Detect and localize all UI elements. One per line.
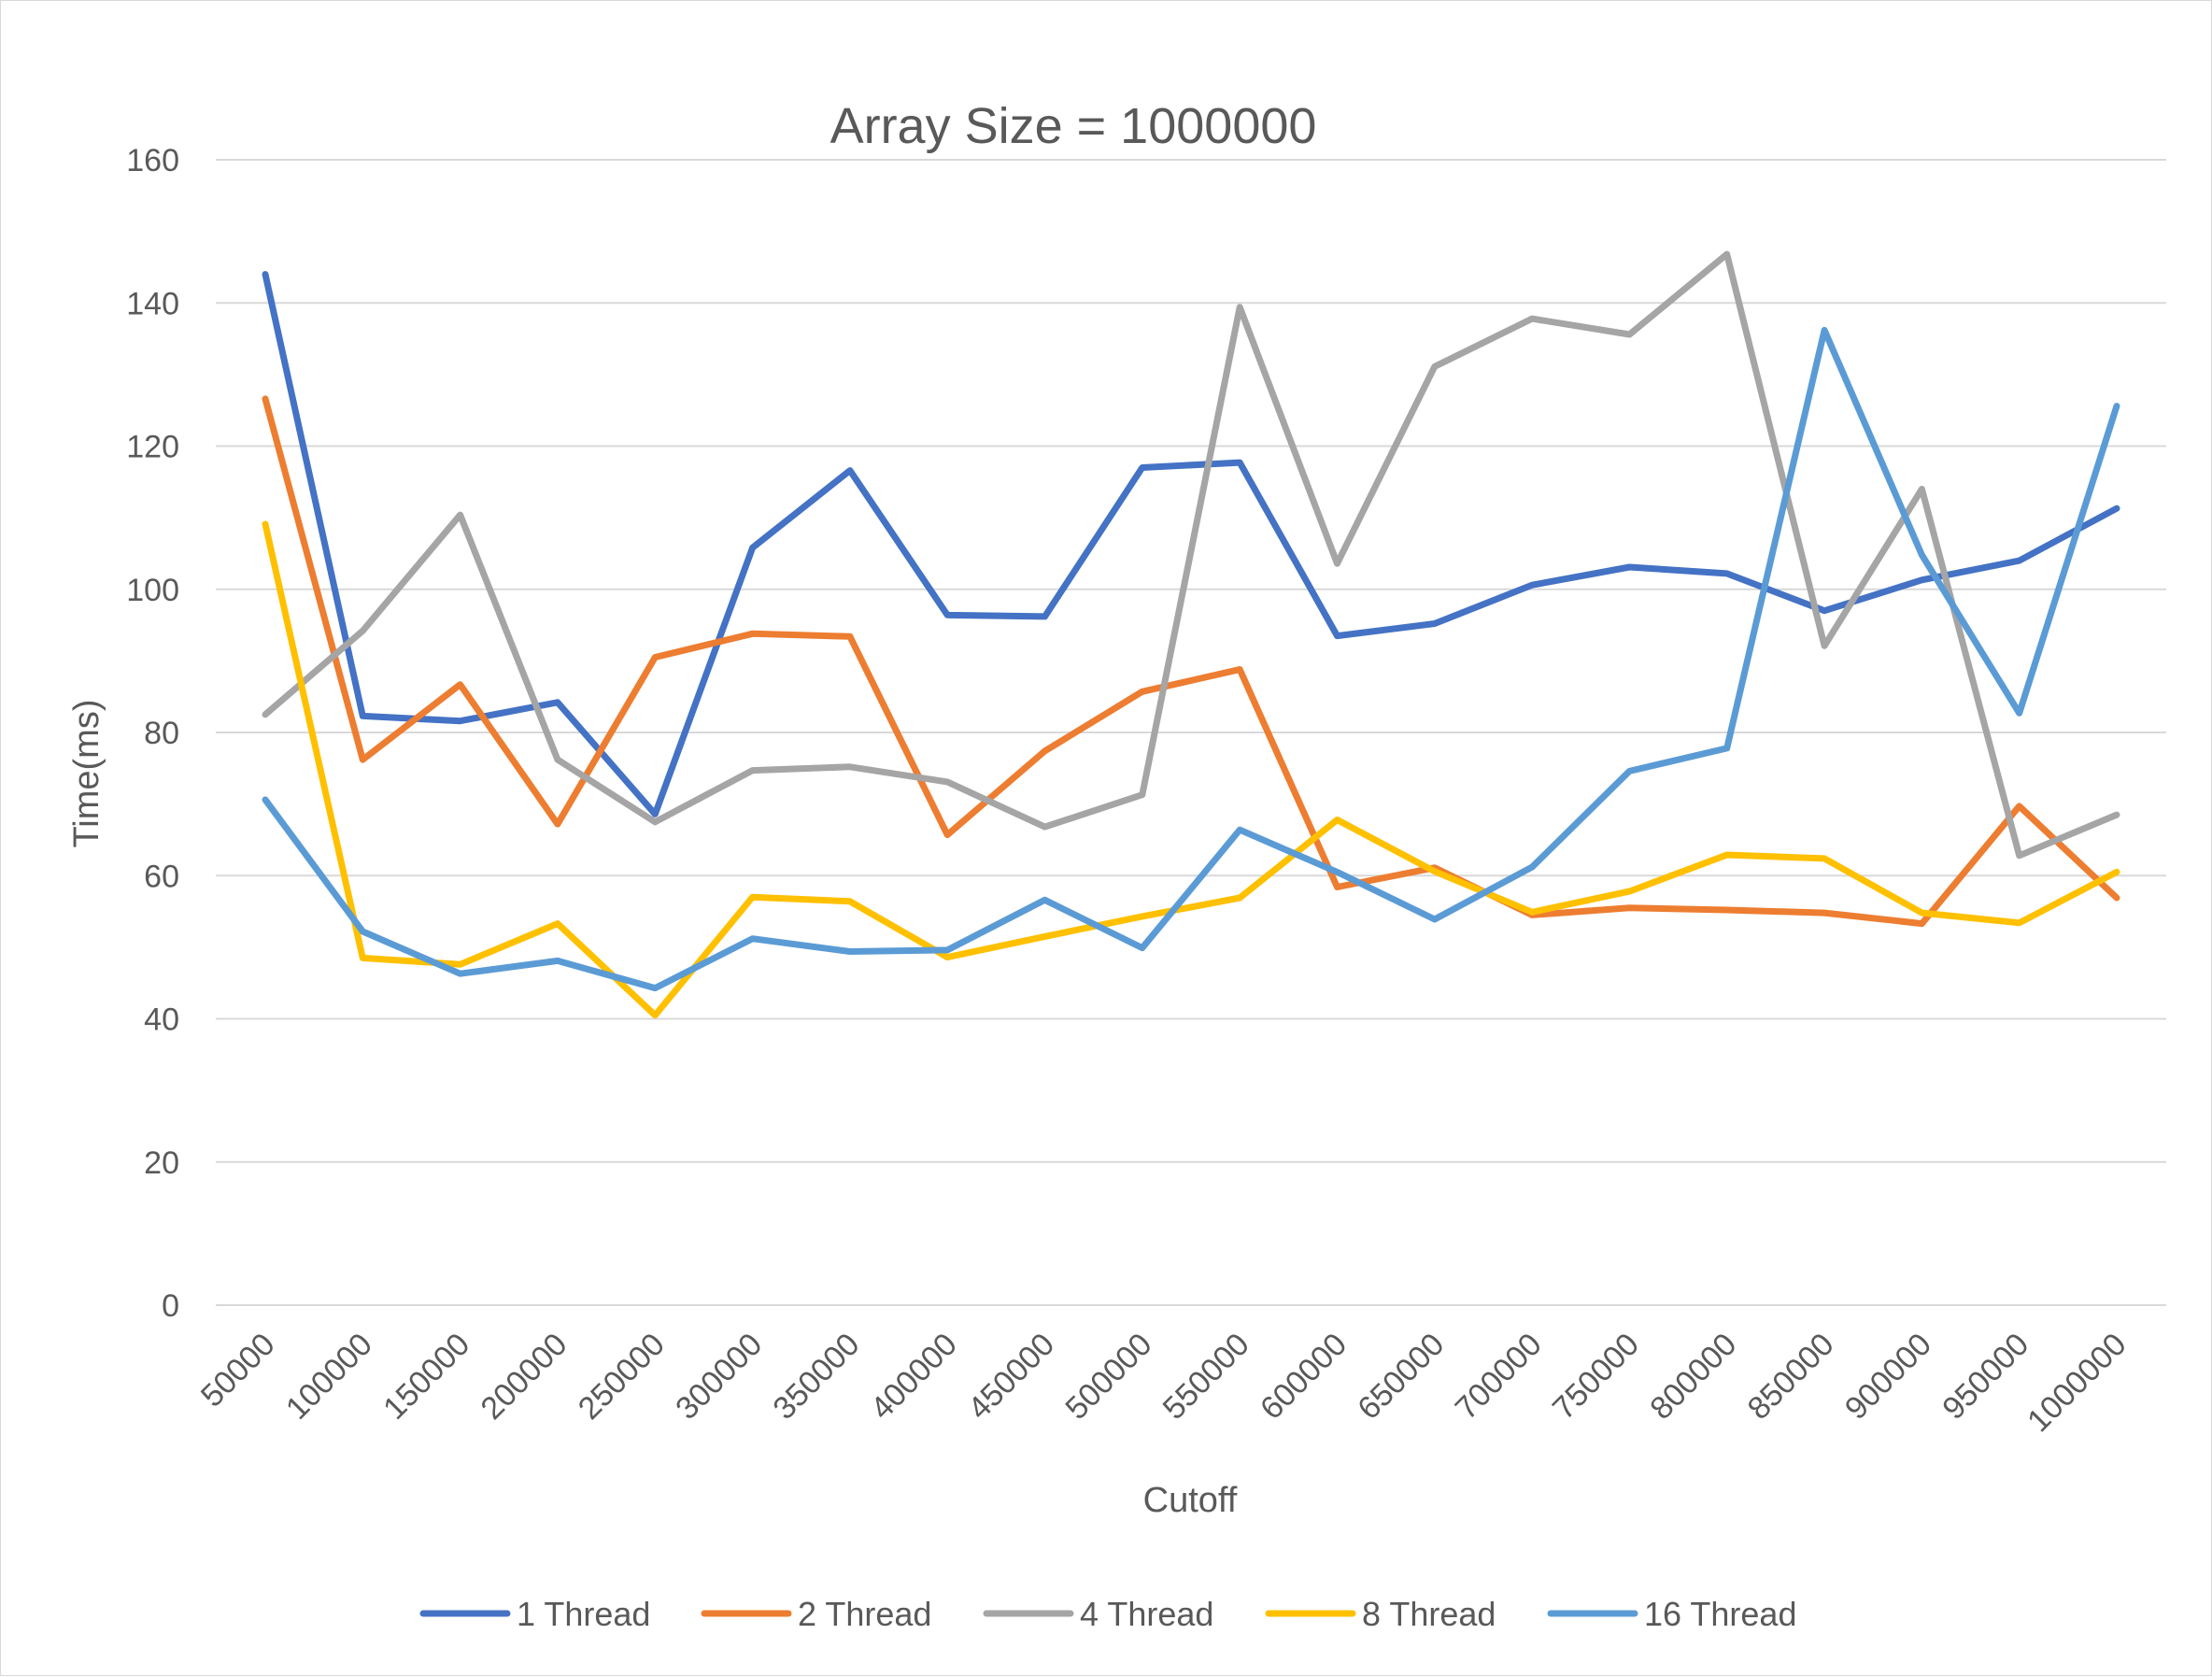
series-line-1: [262, 271, 2120, 817]
x-tick-label: 900000: [1838, 1327, 1938, 1427]
x-tick-label: 550000: [1156, 1327, 1256, 1427]
y-tick-label: 20: [144, 1145, 179, 1181]
legend-label: 2 Thread: [798, 1595, 931, 1633]
legend-label: 8 Thread: [1362, 1595, 1496, 1633]
series-line-2: [262, 395, 2120, 928]
y-tick-label: 60: [144, 859, 179, 894]
legend: 1 Thread 2 Thread 4 Thread 8 Thread 16 Threa…: [419, 1595, 1796, 1633]
x-tick-label: 100000: [279, 1327, 379, 1427]
legend-label: 16 Thread: [1644, 1595, 1796, 1633]
x-tick-label: 600000: [1254, 1327, 1354, 1427]
series-lines: [262, 250, 2120, 1019]
y-tick-label: 80: [144, 716, 179, 751]
y-tick-label: 160: [126, 143, 179, 178]
x-tick-label: 950000: [1936, 1327, 2035, 1427]
gridlines: [216, 159, 2166, 1306]
x-tick-label: 700000: [1449, 1327, 1549, 1427]
x-tick-label: 800000: [1643, 1327, 1743, 1427]
x-tick-label: 200000: [474, 1327, 574, 1427]
series-line-4: [262, 520, 2120, 1019]
x-tick-label: 1000000: [2021, 1327, 2133, 1439]
series-line-5: [262, 326, 2120, 992]
x-tick-label: 750000: [1546, 1327, 1646, 1427]
x-tick-label: 300000: [669, 1327, 769, 1427]
x-tick-label: 450000: [961, 1327, 1061, 1427]
legend-label: 1 Thread: [517, 1595, 650, 1633]
y-tick-label: 0: [162, 1288, 179, 1324]
series-line-3: [262, 250, 2120, 860]
x-axis-title: Cutoff: [1143, 1481, 1238, 1520]
y-tick-label: 140: [126, 286, 179, 321]
x-tick-label: 250000: [572, 1327, 672, 1427]
y-axis-title: Time(ms): [67, 700, 106, 848]
y-tick-label: 100: [126, 573, 179, 608]
x-tick-label: 850000: [1741, 1327, 1841, 1427]
y-axis-tick-labels: 0 20 40 60 80 100 120 140 160: [126, 143, 179, 1324]
chart-title: Array Size = 1000000: [830, 98, 1317, 154]
x-tick-label: 650000: [1351, 1327, 1451, 1427]
y-tick-label: 40: [144, 1002, 179, 1038]
x-tick-label: 350000: [766, 1327, 866, 1427]
x-tick-label: 150000: [376, 1327, 476, 1427]
x-tick-label: 50000: [194, 1327, 282, 1414]
x-axis-tick-labels: 5000010000015000020000025000030000035000…: [194, 1327, 2134, 1439]
legend-label: 4 Thread: [1080, 1595, 1213, 1633]
y-tick-label: 120: [126, 430, 179, 465]
x-tick-label: 400000: [864, 1327, 964, 1427]
x-tick-label: 500000: [1058, 1327, 1158, 1427]
